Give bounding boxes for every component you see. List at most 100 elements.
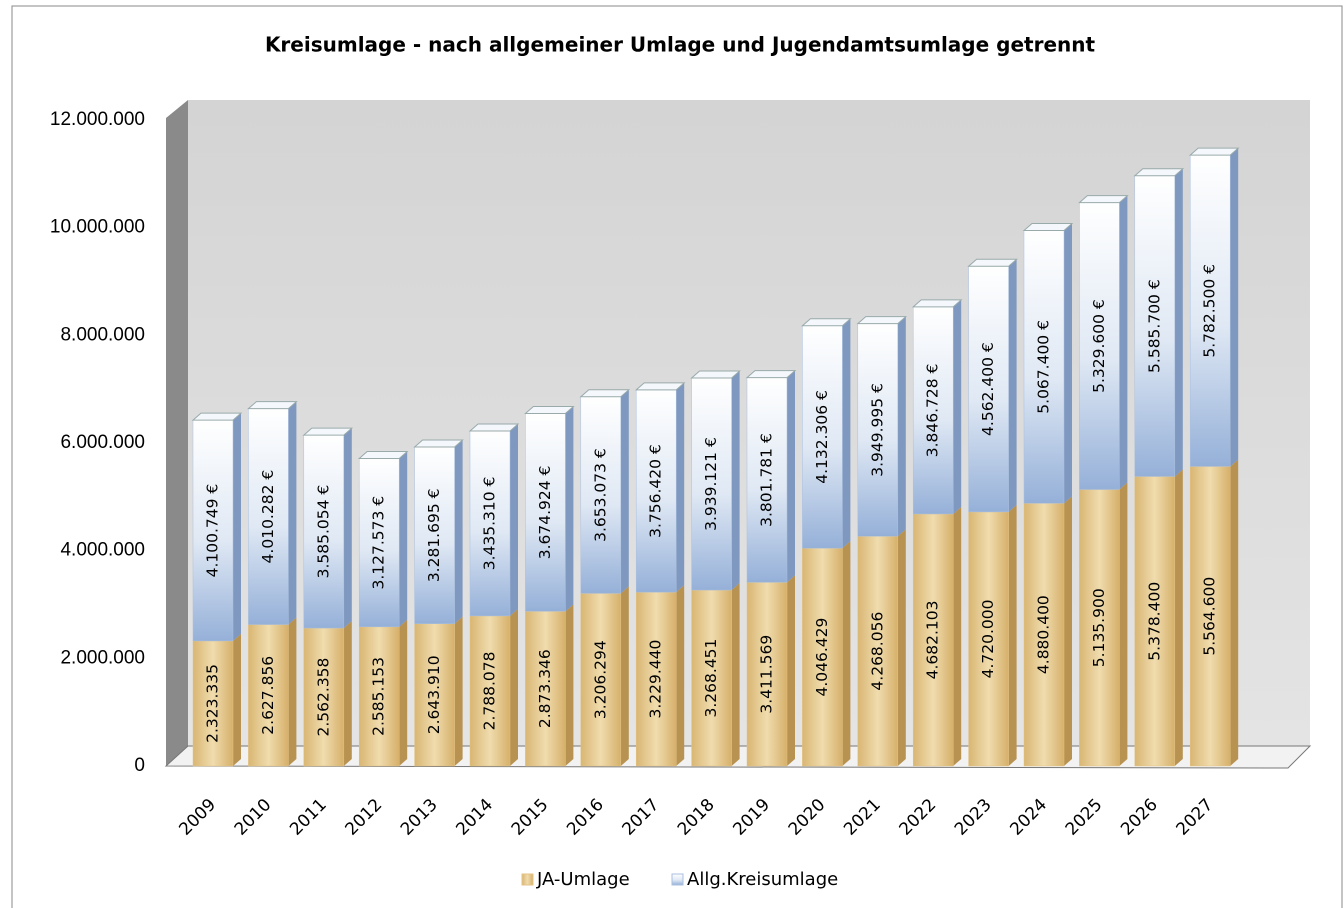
bar-segment [1023,503,1065,767]
bar-side [620,389,629,594]
value-label: 2.323.335 [204,664,222,743]
bar-side [787,370,795,583]
y-tick-label: 12.000.000 [50,109,145,130]
bar-top [801,318,852,327]
bar-side [399,451,408,627]
bar-top [1078,195,1129,204]
y-tick-label: 4.000.000 [60,540,145,561]
value-label: 2.873.346 [536,649,554,728]
value-label: 3.939.121 € [702,437,720,531]
y-tick-label: 2.000.000 [60,647,145,668]
bar-segment [303,434,345,629]
value-label: 5.378.400 [1145,582,1163,661]
bar-segment [968,266,1009,513]
y-tick-label: 6.000.000 [60,432,145,453]
bar-side [233,633,241,766]
bar-segment [1023,230,1065,504]
bar-segment [1079,489,1120,767]
legend: JA-Umlage Allg.Kreisumlage [521,869,838,890]
value-label: 4.880.400 [1035,595,1053,674]
bar-segment [912,306,954,515]
bar-side [842,318,851,549]
value-label: 2.585.153 [370,657,388,736]
value-label: 4.100.749 € [204,484,222,578]
bar-side [953,506,962,766]
bar-segment [580,396,622,594]
bar-side [288,617,297,766]
bar-top [579,389,631,398]
value-label: 2.643.910 [425,655,443,734]
bar-segment [635,389,677,593]
value-label: 3.229.440 [647,640,665,719]
value-label: 4.268.056 [868,612,886,691]
bar-top [247,401,298,410]
legend-swatch [521,873,534,886]
bar-top [1188,147,1240,156]
value-label: 3.653.073 € [591,448,609,542]
value-label: 2.562.358 [314,658,332,737]
bar-segment [912,513,954,767]
bar-side [897,529,906,766]
value-label: 4.132.306 € [813,390,831,484]
bar-top [745,370,797,379]
bar-segment [857,323,899,537]
legend-swatch [671,873,684,886]
value-label: 3.585.054 € [314,485,332,579]
value-label: 2.788.078 [481,652,499,731]
bar-side [731,370,740,591]
value-label: 3.206.294 [591,640,609,719]
bar-segment [414,446,455,624]
value-label: 5.329.600 € [1090,299,1108,393]
bar-side [565,604,574,766]
bar-side [897,316,906,537]
value-label: 5.067.400 € [1035,320,1053,414]
value-label: 3.949.995 € [868,383,886,477]
value-label: 4.010.282 € [259,470,277,564]
bar-side [343,428,352,629]
legend-label: Allg.Kreisumlage [687,869,838,890]
bar-segment [303,627,345,767]
bar-top [191,412,243,421]
bar-top [690,370,741,379]
bar-side [454,440,463,624]
bar-segment [1189,466,1231,767]
value-label: 4.720.000 [979,600,997,679]
chart-title: Kreisumlage - nach allgemeiner Umlage un… [265,33,1096,57]
bar-top [634,382,686,391]
y-tick-label: 0 [134,755,145,776]
bar-top [468,423,520,432]
bar-segment [691,589,732,767]
bar-segment [358,458,400,628]
bar-top [357,450,409,459]
legend-label: JA-Umlage [536,869,630,890]
bar-top [856,316,908,325]
bar-top [413,439,464,448]
bar-segment [469,615,511,767]
bar-segment [857,535,899,767]
bar-side [399,619,408,766]
bar-side [1064,223,1072,504]
bar-side [842,541,851,766]
bar-segment [802,547,843,767]
bar-segment [525,611,566,767]
bar-segment [1189,154,1231,467]
value-label: 3.281.695 € [425,488,443,582]
value-label: 4.562.400 € [979,342,997,436]
bar-side [565,406,574,612]
bar-top [302,427,354,436]
bar-side [787,575,795,766]
bar-top [911,299,963,308]
bar-segment [358,626,400,767]
value-label: 5.564.600 [1201,577,1219,656]
bar-segment [192,419,234,642]
bar-top [1022,222,1074,231]
bar-segment [635,591,677,767]
bar-side [1174,168,1183,477]
bar-top [524,405,575,414]
bar-side [676,585,685,766]
bar-side [1230,459,1239,766]
value-label: 2.627.856 [259,656,277,735]
bar-side [1008,259,1017,512]
value-label: 3.846.728 € [924,364,942,458]
bar-side [676,382,685,593]
